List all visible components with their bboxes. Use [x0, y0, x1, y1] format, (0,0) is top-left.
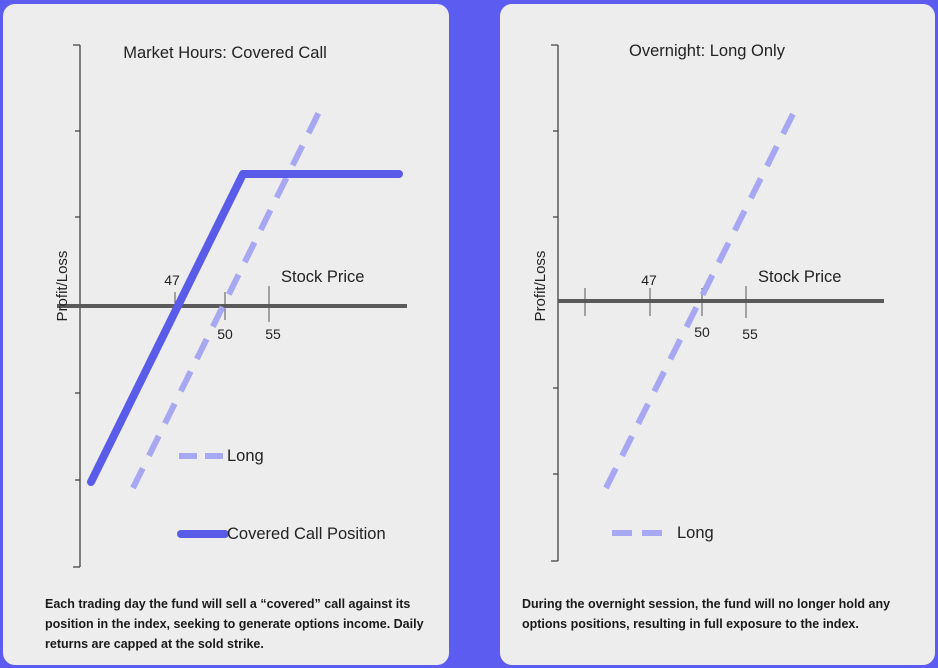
- legend-covered-call-label: Covered Call Position: [227, 525, 386, 543]
- long-only-caption: During the overnight session, the fund w…: [522, 597, 891, 631]
- tick-label-55: 55: [265, 326, 281, 342]
- legend-long-label: Long: [677, 524, 714, 542]
- x-axis-label: Stock Price: [758, 268, 841, 286]
- y-axis: [551, 44, 559, 562]
- covered-call-diagram: Market Hours: Covered Call Profit/Loss S…: [54, 44, 407, 568]
- long-only-diagram: Overnight: Long Only Profit/Loss Stock P…: [532, 42, 884, 562]
- tick-label-47: 47: [164, 272, 180, 288]
- tick-label-47: 47: [641, 272, 657, 288]
- long-line: [130, 106, 324, 490]
- tick-label-55: 55: [742, 326, 758, 342]
- legend: Long Covered Call Position: [177, 447, 386, 543]
- chart-title: Market Hours: Covered Call: [123, 44, 327, 62]
- covered-call-caption: Each trading day the fund will sell a “c…: [45, 597, 424, 651]
- legend-long-label: Long: [227, 447, 264, 465]
- chart-title: Overnight: Long Only: [629, 42, 786, 60]
- x-axis-label: Stock Price: [281, 268, 364, 286]
- y-axis-label: Profit/Loss: [54, 251, 71, 322]
- covered-call-line: [87, 170, 403, 486]
- covered-call-panel: Market Hours: Covered Call Profit/Loss S…: [3, 4, 449, 665]
- tick-label-50: 50: [694, 324, 710, 340]
- y-axis-label: Profit/Loss: [532, 251, 549, 322]
- long-only-panel: Overnight: Long Only Profit/Loss Stock P…: [500, 4, 935, 665]
- long-line: [603, 106, 799, 490]
- tick-label-50: 50: [217, 326, 233, 342]
- legend: Long: [612, 524, 714, 542]
